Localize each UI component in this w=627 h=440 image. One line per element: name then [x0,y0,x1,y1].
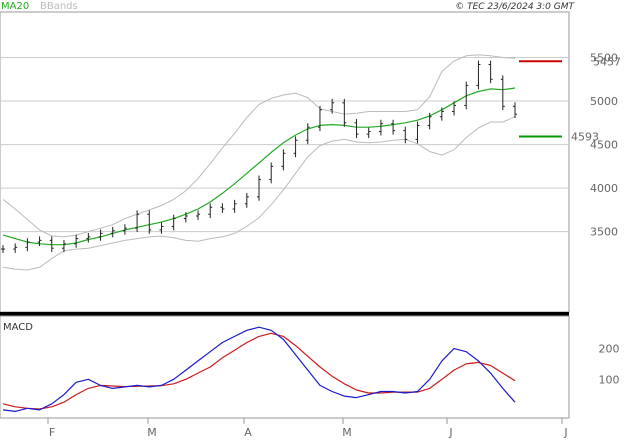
price-tick-label: 4000 [590,182,618,195]
macd-title: MACD [3,322,33,333]
x-axis-label: M [147,426,157,439]
price-panel: 5457 4593 3500 4000 4500 5000 5500 [0,11,621,313]
price-bar [196,210,201,220]
price-bar [257,175,261,201]
price-bar [464,81,469,110]
price-bar [183,212,188,223]
price-bar [220,203,225,213]
bollinger-bands [2,54,516,271]
macd-line [2,326,516,412]
price-bar [171,214,176,231]
price-bar [330,98,335,114]
price-bar [378,119,383,136]
price-bar [269,162,274,184]
price-bar [317,105,322,132]
macd-signal-line [2,332,516,410]
price-bar [452,101,457,116]
price-bar [281,149,286,171]
macd-lines [2,326,516,412]
price-bar [488,60,493,84]
price-bar [49,236,54,253]
price-bar [391,119,396,135]
x-axis-label: F [49,426,55,439]
price-panel-frame [0,11,570,313]
price-bar [500,75,505,111]
price-bar [439,107,444,121]
price-bar [110,226,115,238]
price-bar [208,203,213,219]
price-gridlines [0,57,569,233]
price-bar [61,239,66,253]
price-bar [354,118,359,139]
price-bar [37,236,42,247]
legend-bbands: BBands [40,1,78,12]
price-tick-label: 3500 [590,226,618,239]
price-tick-label: 4500 [590,139,618,152]
price-bar [244,192,249,208]
resistance-label: 5457 [593,55,621,68]
price-tick-label: 5500 [590,52,618,65]
x-axis-label: A [244,426,252,439]
price-bar [98,229,103,241]
support-label: 4593 [571,130,599,143]
macd-tick-label: 100 [599,373,620,386]
price-bar [86,232,91,243]
price-axis-labels: 3500 4000 4500 5000 5500 [590,52,618,239]
price-bar [513,102,517,119]
chart-header: MA20 BBands © TEC 23/6/2024 3:0 GMT [1,1,576,12]
macd-panel-frame [0,315,570,419]
price-bar [25,238,30,252]
price-bar [232,199,237,213]
price-bar [342,98,347,127]
price-bar [122,224,127,235]
bbands-lower-line [2,116,516,271]
macd-axis-labels: 100 200 [599,343,620,387]
macd-panel: MACD 100 200 [0,315,620,419]
price-bar [293,136,298,158]
price-bar [74,234,79,248]
price-bar [415,121,420,144]
price-bar [1,245,5,253]
price-bar [427,112,432,130]
price-bar [13,243,18,253]
bbands-upper-line [2,54,516,238]
price-levels: 5457 4593 [519,55,621,143]
x-axis-label: J [448,426,452,439]
price-bar [476,60,481,90]
price-tick-label: 5000 [590,95,618,108]
copyright-text: © TEC 23/6/2024 3:0 GMT [455,2,575,12]
price-bar [135,210,140,233]
price-bar [403,126,408,144]
price-bar [305,123,310,145]
price-bars [1,60,517,253]
price-bar [366,127,371,139]
x-axis-label: J [563,426,567,439]
legend-ma20: MA20 [1,1,29,12]
price-bar [147,210,152,234]
x-axis-label: M [342,426,352,439]
panel-divider [0,312,569,316]
macd-tick-label: 200 [599,343,620,356]
price-bar [159,222,164,234]
